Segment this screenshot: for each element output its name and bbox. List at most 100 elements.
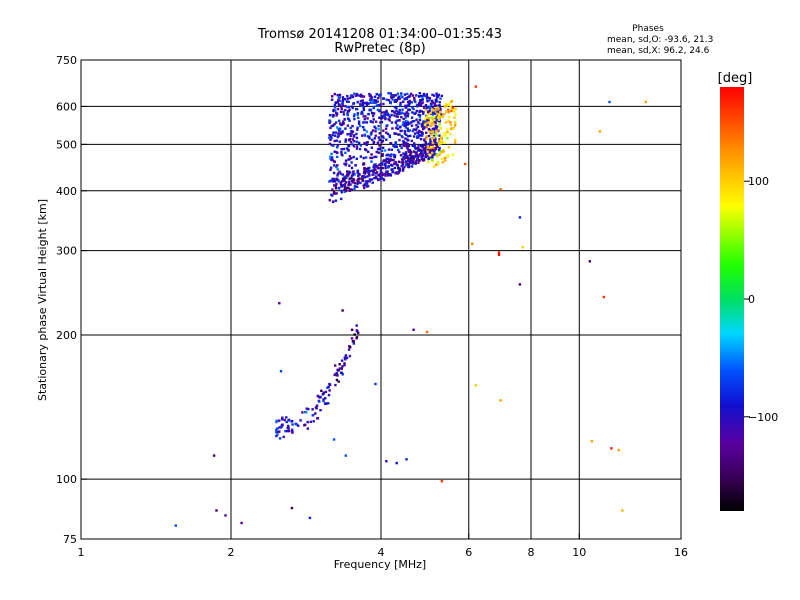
echo-point bbox=[588, 260, 591, 263]
echo-point bbox=[341, 102, 344, 105]
echo-point bbox=[278, 426, 281, 429]
echo-point bbox=[351, 143, 354, 146]
echo-point bbox=[431, 155, 434, 159]
echo-point bbox=[447, 146, 450, 149]
echo-point bbox=[396, 112, 399, 115]
echo-point bbox=[369, 109, 373, 112]
echo-point bbox=[409, 92, 413, 96]
echo-point bbox=[335, 165, 338, 169]
echo-point bbox=[347, 348, 351, 351]
echo-point bbox=[409, 154, 412, 158]
echo-point bbox=[413, 112, 416, 115]
echo-point bbox=[350, 337, 354, 340]
echo-point bbox=[382, 129, 385, 132]
echo-point bbox=[368, 94, 371, 98]
echo-point bbox=[426, 145, 429, 148]
echo-point bbox=[331, 177, 334, 181]
echo-point bbox=[411, 161, 415, 164]
echo-point bbox=[332, 114, 335, 117]
echo-point bbox=[453, 141, 457, 144]
echo-point bbox=[370, 178, 374, 181]
echo-point bbox=[376, 100, 379, 103]
echo-point bbox=[335, 121, 338, 124]
echo-point bbox=[413, 142, 416, 145]
echo-point bbox=[386, 132, 390, 136]
data-points bbox=[174, 85, 647, 527]
x-tick-label: 8 bbox=[528, 546, 535, 559]
echo-point bbox=[351, 94, 354, 97]
echo-point bbox=[362, 162, 365, 165]
echo-point bbox=[439, 110, 442, 113]
echo-point bbox=[411, 158, 415, 162]
echo-point bbox=[308, 516, 312, 520]
echo-point bbox=[351, 124, 354, 128]
echo-point bbox=[381, 114, 384, 118]
echo-point bbox=[395, 109, 398, 112]
echo-point bbox=[449, 105, 452, 108]
echo-point bbox=[335, 114, 338, 117]
echo-point bbox=[372, 118, 375, 121]
echo-point bbox=[399, 103, 402, 106]
echo-point bbox=[407, 144, 411, 148]
echo-point bbox=[363, 128, 366, 132]
echo-point bbox=[421, 146, 424, 149]
echo-point bbox=[416, 131, 419, 135]
colorbar-tick-label: 0 bbox=[748, 293, 755, 306]
echo-point bbox=[280, 418, 284, 421]
echo-point bbox=[353, 187, 356, 190]
echo-point bbox=[406, 92, 409, 96]
echo-point bbox=[390, 96, 393, 99]
echo-point bbox=[333, 150, 336, 153]
echo-point bbox=[392, 159, 395, 162]
echo-point bbox=[344, 104, 347, 108]
echo-point bbox=[306, 420, 309, 424]
echo-point bbox=[374, 99, 377, 102]
echo-point bbox=[356, 182, 359, 185]
echo-point bbox=[408, 129, 411, 132]
echo-point bbox=[322, 391, 325, 394]
echo-point bbox=[430, 124, 433, 127]
echo-point bbox=[378, 147, 381, 151]
echo-point bbox=[406, 127, 409, 130]
echo-point bbox=[380, 172, 384, 175]
echo-point bbox=[394, 121, 398, 125]
echo-point bbox=[348, 354, 352, 358]
echo-point bbox=[369, 98, 372, 101]
echo-point bbox=[453, 116, 456, 119]
echo-point bbox=[332, 144, 335, 147]
echo-point bbox=[413, 120, 416, 123]
echo-point bbox=[343, 185, 346, 189]
echo-point bbox=[379, 121, 382, 124]
echo-point bbox=[426, 106, 429, 109]
echo-point bbox=[341, 104, 344, 107]
echo-point bbox=[349, 140, 353, 144]
echo-point bbox=[436, 161, 439, 164]
echo-point bbox=[433, 149, 436, 152]
echo-point bbox=[444, 102, 447, 105]
echo-point bbox=[438, 126, 442, 129]
echo-point bbox=[387, 99, 391, 102]
echo-point bbox=[411, 106, 414, 109]
echo-point bbox=[404, 160, 407, 163]
stats-x-mode: mean, sd,X: 96.2, 24.6 bbox=[607, 46, 710, 56]
echo-point bbox=[335, 177, 338, 181]
echo-point bbox=[386, 157, 389, 161]
echo-point bbox=[352, 114, 356, 118]
echo-point bbox=[345, 181, 348, 184]
echo-point bbox=[411, 111, 414, 114]
echo-point bbox=[417, 113, 420, 116]
echo-point bbox=[386, 112, 389, 115]
echo-point bbox=[343, 190, 346, 193]
echo-point bbox=[432, 134, 436, 138]
echo-point bbox=[433, 151, 436, 155]
echo-point bbox=[417, 161, 420, 164]
echo-point bbox=[608, 100, 611, 104]
echo-point bbox=[438, 153, 441, 156]
echo-point bbox=[344, 151, 347, 154]
y-tick-label: 100 bbox=[56, 473, 77, 486]
echo-point bbox=[311, 408, 314, 411]
echo-point bbox=[408, 153, 412, 156]
y-tick-label: 500 bbox=[56, 138, 77, 151]
echo-point bbox=[412, 107, 415, 111]
echo-point bbox=[373, 155, 376, 159]
